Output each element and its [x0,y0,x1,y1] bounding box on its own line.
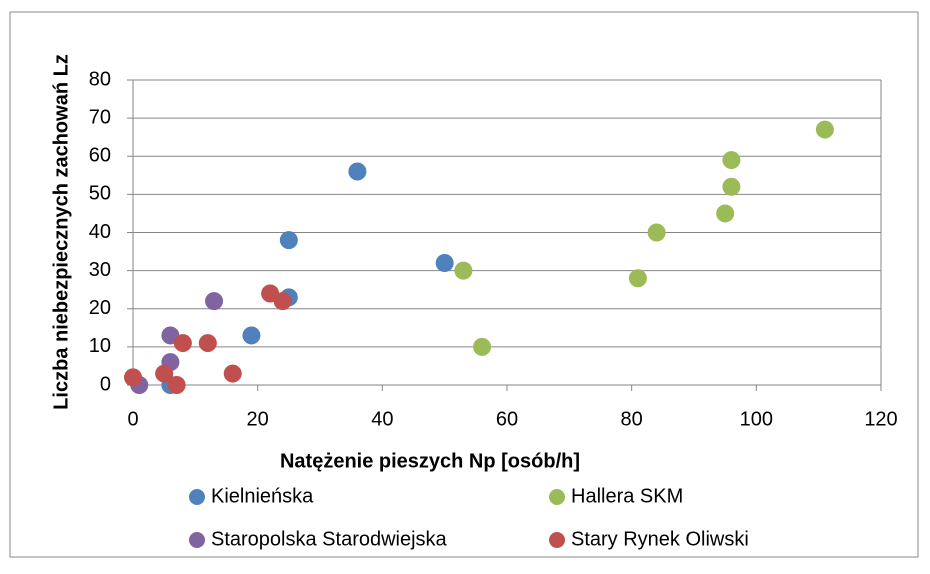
y-tick-label: 80 [89,68,111,90]
legend-label: Staropolska Starodwiejska [211,528,448,550]
point [279,231,298,250]
point [348,162,367,181]
legend-marker [189,532,205,548]
point [454,261,473,280]
point [815,120,834,139]
point [473,337,492,356]
x-tick-label: 0 [127,408,138,430]
y-tick-label: 60 [89,145,111,167]
x-tick-label: 120 [864,408,897,430]
y-axis-title: Liczba niebezpiecznych zachowań Lz [50,54,72,410]
y-tick-label: 0 [100,373,111,395]
x-tick-label: 100 [740,408,773,430]
point [167,376,186,394]
legend-marker [189,489,205,505]
point [242,326,261,345]
x-tick-label: 20 [247,408,269,430]
y-tick-label: 10 [89,335,111,357]
point [716,204,735,223]
point [124,368,142,387]
chart-border [9,11,919,558]
legend-label: Stary Rynek Oliwski [571,528,749,550]
y-tick-label: 30 [89,259,111,281]
point [223,364,242,383]
point [722,151,741,170]
point [155,364,174,383]
point [173,334,192,353]
y-tick-label: 40 [89,221,111,243]
y-tick-label: 50 [89,183,111,205]
x-tick-label: 40 [371,408,393,430]
point [205,292,224,311]
point [722,177,741,196]
legend-label: Hallera SKM [571,485,683,507]
x-tick-label: 80 [621,408,643,430]
y-tick-label: 20 [89,297,111,319]
point [435,254,454,272]
legend-label: Kielnieńska [211,485,314,507]
y-tick-label: 70 [89,106,111,128]
point [273,292,292,311]
legend-marker [549,489,565,505]
point [628,269,647,288]
point [647,223,666,242]
x-tick-label: 60 [496,408,518,430]
point [198,334,217,353]
x-axis-title: Natężenie pieszych Np [osób/h] [280,450,580,472]
legend-marker [549,532,565,548]
